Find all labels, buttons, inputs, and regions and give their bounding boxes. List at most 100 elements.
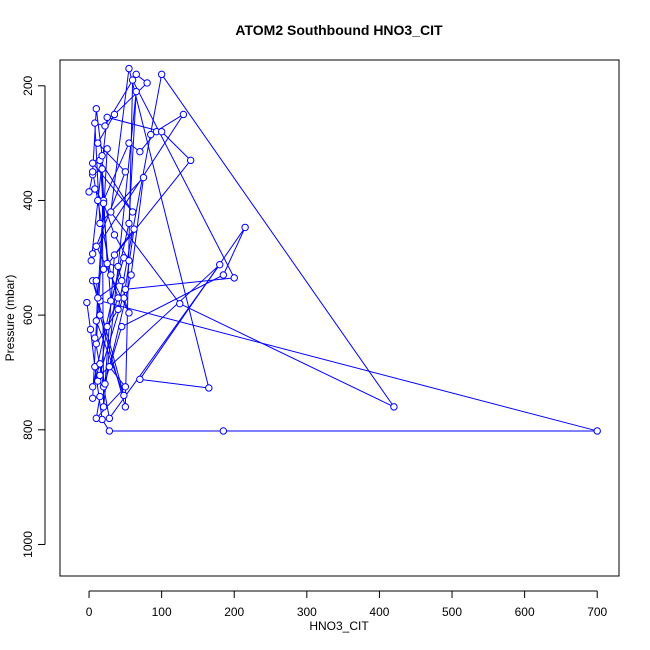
data-point bbox=[241, 223, 249, 232]
data-point bbox=[105, 414, 114, 423]
series-segment bbox=[108, 264, 221, 419]
series-segment bbox=[114, 228, 135, 256]
series-segment bbox=[103, 160, 192, 270]
data-point bbox=[114, 262, 122, 271]
data-point bbox=[88, 159, 97, 167]
data-point bbox=[96, 311, 104, 319]
x-axis-title: HNO3_CIT bbox=[309, 619, 369, 633]
data-point bbox=[110, 251, 119, 259]
data-point bbox=[88, 250, 97, 258]
chart-title: ATOM2 Southbound HNO3_CIT bbox=[235, 22, 443, 38]
data-point bbox=[121, 168, 130, 176]
data-point bbox=[132, 70, 140, 79]
data-point bbox=[114, 294, 122, 302]
data-series bbox=[83, 64, 601, 435]
data-point bbox=[94, 196, 102, 205]
data-point bbox=[125, 139, 133, 147]
data-point bbox=[92, 242, 100, 251]
data-point bbox=[92, 317, 100, 325]
series-segment bbox=[179, 303, 395, 408]
data-point bbox=[83, 298, 91, 307]
y-tick-label: 200 bbox=[21, 75, 35, 95]
data-point bbox=[230, 274, 238, 282]
data-point bbox=[88, 383, 97, 391]
data-point bbox=[179, 110, 188, 119]
series-segment bbox=[132, 79, 235, 279]
data-point bbox=[127, 271, 135, 279]
data-point bbox=[143, 79, 151, 87]
series-segment bbox=[125, 277, 235, 290]
series-segment bbox=[110, 274, 119, 299]
data-point bbox=[136, 375, 144, 384]
data-point bbox=[99, 403, 108, 411]
data-point bbox=[107, 208, 115, 216]
data-point bbox=[98, 152, 106, 160]
data-point bbox=[157, 127, 166, 136]
series-segment bbox=[114, 82, 148, 115]
series-segment bbox=[117, 74, 163, 310]
data-point bbox=[132, 87, 140, 96]
data-point bbox=[92, 277, 100, 285]
data-point bbox=[125, 219, 133, 228]
data-point bbox=[186, 156, 195, 165]
data-point bbox=[176, 299, 184, 308]
y-axis: 200 400 600 800 1000 bbox=[21, 75, 46, 558]
data-point bbox=[86, 325, 95, 334]
data-point bbox=[139, 173, 148, 182]
y-tick-label: 1000 bbox=[21, 531, 35, 558]
series-segment bbox=[161, 131, 192, 161]
x-tick-label: 500 bbox=[442, 605, 462, 619]
series-segment bbox=[99, 264, 221, 376]
data-point bbox=[94, 294, 102, 302]
data-point bbox=[125, 309, 133, 317]
series-segment bbox=[99, 177, 144, 224]
data-point bbox=[103, 145, 111, 153]
data-point bbox=[121, 285, 130, 294]
series-segment bbox=[97, 280, 122, 299]
data-point bbox=[98, 165, 106, 173]
data-point bbox=[94, 139, 102, 147]
series-segment bbox=[128, 68, 210, 389]
series-segment bbox=[139, 378, 209, 389]
data-point bbox=[101, 122, 109, 130]
data-point bbox=[147, 130, 155, 139]
data-point bbox=[91, 334, 99, 342]
data-point bbox=[128, 76, 137, 84]
y-tick-label: 600 bbox=[21, 305, 35, 325]
y-axis-title: Pressure (mbar) bbox=[3, 275, 17, 362]
data-point bbox=[92, 414, 100, 423]
series-segment bbox=[128, 91, 137, 224]
series-segment bbox=[161, 74, 395, 408]
x-tick-label: 200 bbox=[224, 605, 244, 619]
series-segment bbox=[106, 297, 119, 327]
data-point bbox=[99, 265, 108, 273]
series-segment bbox=[95, 148, 108, 344]
data-point bbox=[121, 403, 130, 411]
data-point bbox=[110, 231, 119, 239]
data-point bbox=[120, 391, 128, 400]
data-point bbox=[91, 119, 99, 127]
data-point bbox=[88, 394, 97, 402]
data-point bbox=[390, 403, 398, 411]
data-point bbox=[103, 322, 111, 331]
data-point bbox=[136, 148, 144, 156]
data-point bbox=[205, 384, 213, 392]
data-point bbox=[118, 277, 126, 285]
data-point bbox=[110, 110, 119, 119]
series-segment bbox=[108, 366, 126, 388]
series-segment bbox=[130, 177, 144, 276]
x-tick-label: 400 bbox=[369, 605, 389, 619]
data-point bbox=[219, 427, 228, 435]
data-point bbox=[96, 392, 104, 401]
data-point bbox=[85, 188, 93, 196]
series-segment bbox=[222, 227, 246, 276]
x-tick-label: 0 bbox=[86, 605, 93, 619]
x-axis: 0 100 200 300 400 500 600 700 bbox=[86, 590, 608, 619]
x-tick-label: 600 bbox=[515, 605, 535, 619]
x-tick-label: 100 bbox=[152, 605, 172, 619]
data-point bbox=[101, 380, 109, 388]
series-segment bbox=[90, 117, 108, 261]
data-point bbox=[88, 168, 97, 176]
series-segment bbox=[95, 320, 125, 396]
